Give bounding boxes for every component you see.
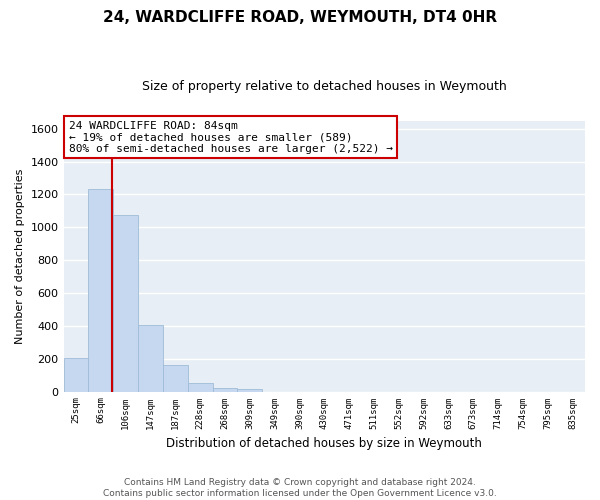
Bar [163, 366, 188, 392]
Title: Size of property relative to detached houses in Weymouth: Size of property relative to detached ho… [142, 80, 506, 93]
Bar [88, 189, 113, 392]
Text: Contains HM Land Registry data © Crown copyright and database right 2024.
Contai: Contains HM Land Registry data © Crown c… [103, 478, 497, 498]
Bar [238, 389, 262, 392]
Y-axis label: Number of detached properties: Number of detached properties [15, 168, 25, 344]
Bar [138, 324, 163, 392]
Bar [188, 383, 212, 392]
Bar [64, 358, 88, 392]
Text: 24, WARDCLIFFE ROAD, WEYMOUTH, DT4 0HR: 24, WARDCLIFFE ROAD, WEYMOUTH, DT4 0HR [103, 10, 497, 25]
Bar [113, 215, 138, 392]
Bar [212, 388, 238, 392]
X-axis label: Distribution of detached houses by size in Weymouth: Distribution of detached houses by size … [166, 437, 482, 450]
Text: 24 WARDCLIFFE ROAD: 84sqm
← 19% of detached houses are smaller (589)
80% of semi: 24 WARDCLIFFE ROAD: 84sqm ← 19% of detac… [69, 120, 393, 154]
